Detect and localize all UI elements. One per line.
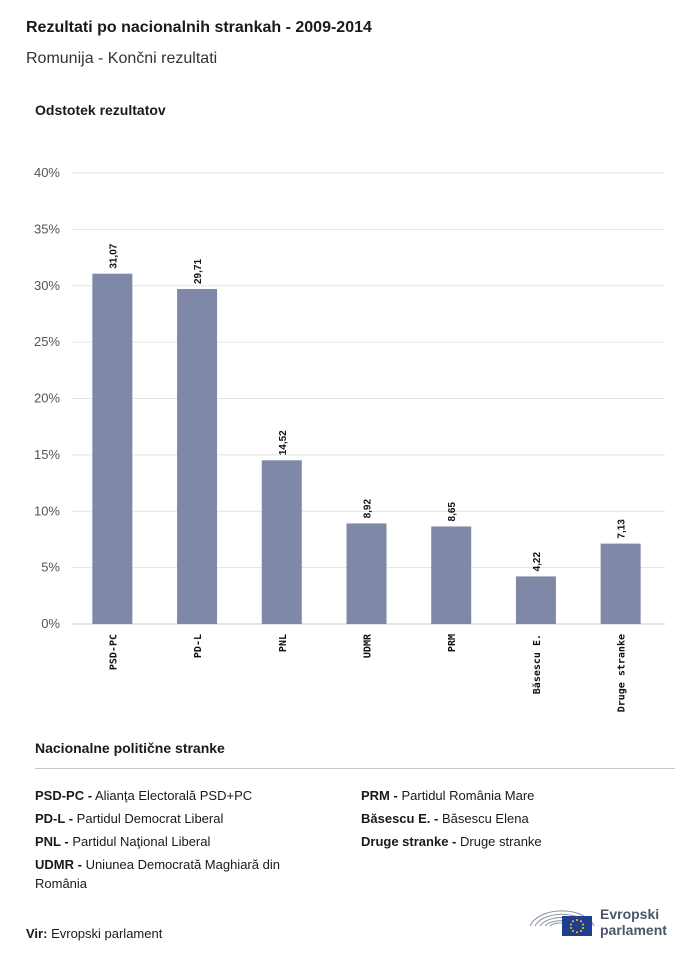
value-label: 8,92 (363, 499, 374, 519)
bar (431, 526, 472, 624)
source-note: Vir: Evropski parlament (26, 926, 163, 941)
category-label: PSD-PC (108, 634, 119, 670)
logo-line-2: parlament (600, 922, 667, 938)
legend-column-left: PSD-PC - Alianţa Electorală PSD+PC PD-L … (35, 786, 325, 897)
bar (346, 523, 387, 624)
bar (92, 273, 133, 624)
y-tick-label: 35% (34, 221, 60, 236)
legend-divider (35, 768, 675, 769)
category-label: PD-L (193, 634, 204, 658)
chart-subtitle: Romunija - Končni rezultati (26, 50, 218, 67)
category-label: Băsescu E. (531, 634, 543, 694)
chart-title: Rezultati po nacionalnih strankah - 2009… (26, 19, 372, 36)
bar (600, 543, 641, 624)
y-axis-label: Odstotek rezultatov (35, 102, 166, 118)
value-label: 31,07 (108, 243, 119, 268)
y-tick-label: 10% (34, 503, 60, 518)
legend-item-psd-pc: PSD-PC - Alianţa Electorală PSD+PC (35, 788, 253, 803)
y-tick-label: 0% (41, 616, 60, 631)
legend-item-basescu: Băsescu E. - Băsescu Elena (361, 811, 529, 826)
value-label: 4,22 (532, 552, 543, 572)
bar-chart: 0% 5% 10% 15% 20% 25% 30% 35% 40% 31,07 PSD-PC 29,7… (34, 165, 665, 712)
logo-wordmark: Evropski parlament (600, 906, 667, 938)
category-label: PRM (447, 634, 458, 652)
value-label: 7,13 (617, 519, 628, 539)
legend-item-udmr: UDMR - Uniunea Democrată Maghiară din Ro… (35, 857, 280, 891)
category-label: PNL (278, 634, 289, 652)
y-tick-label: 20% (34, 391, 60, 406)
y-tick-label: 25% (34, 334, 60, 349)
value-label: 14,52 (278, 430, 289, 455)
legend-item-pd-l: PD-L - Partidul Democrat Liberal (35, 811, 224, 826)
y-tick-label: 40% (34, 165, 60, 180)
y-tick-label: 5% (41, 560, 60, 575)
category-label: Druge stranke (617, 634, 628, 712)
value-label: 29,71 (193, 259, 204, 284)
legend-item-druge-stranke: Druge stranke - Druge stranke (361, 834, 542, 849)
logo-line-1: Evropski (600, 906, 660, 922)
legend-column-right: PRM - Partidul România Mare Băsescu E. -… (361, 786, 651, 855)
y-tick-label: 30% (34, 278, 60, 293)
value-label: 8,65 (447, 502, 458, 522)
european-parliament-logo (529, 910, 595, 936)
y-tick-label: 15% (34, 447, 60, 462)
bar (261, 460, 302, 624)
category-label: UDMR (363, 633, 374, 658)
legend-item-prm: PRM - Partidul România Mare (361, 788, 535, 803)
bar (515, 576, 556, 624)
legend-title: Nacionalne politične stranke (35, 740, 225, 756)
bar (177, 289, 218, 624)
legend-item-pnl: PNL - Partidul Naţional Liberal (35, 834, 211, 849)
